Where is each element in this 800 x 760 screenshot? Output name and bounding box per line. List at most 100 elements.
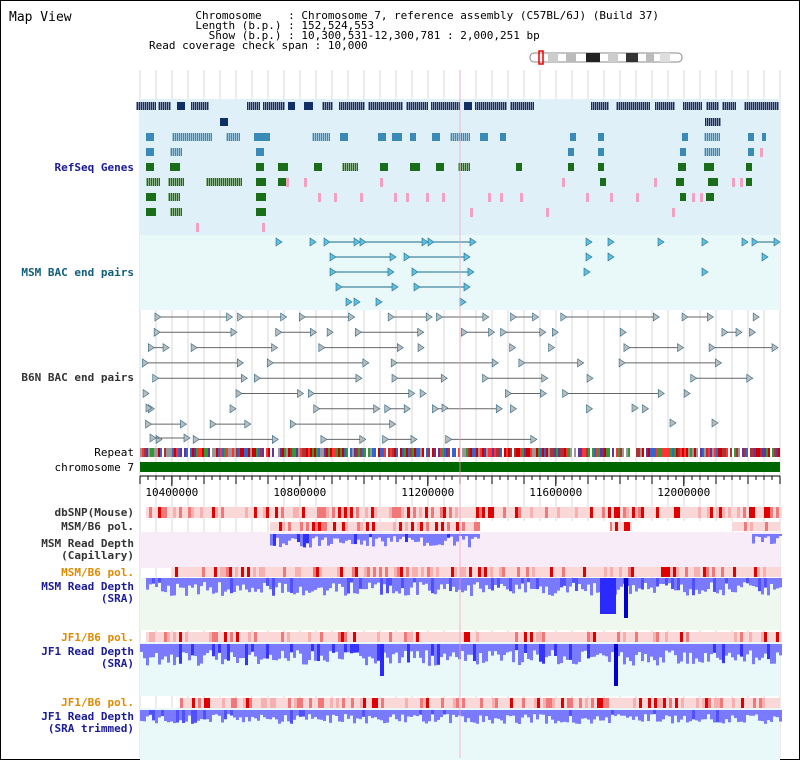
- repeat-element: [680, 448, 682, 457]
- jf1-pol2-heat: [393, 698, 396, 708]
- bac-end-marker: [145, 419, 153, 429]
- refseq-gene: [146, 193, 156, 201]
- bac-end-marker: [183, 433, 191, 443]
- jf1-sra-depth: [272, 644, 275, 661]
- dbsnp-heat: [437, 507, 440, 518]
- jf1-pol-heat: [191, 632, 194, 642]
- dbsnp-heat: [473, 507, 476, 518]
- msm-cap-depth: [387, 534, 390, 538]
- jf1-trim-depth: [554, 710, 557, 724]
- msm-pol2-heat: [187, 567, 190, 577]
- repeat-element: [622, 448, 624, 457]
- dbsnp-heat: [692, 507, 695, 518]
- refseq-gene-hatch: [616, 102, 650, 110]
- jf1-trim-depth: [143, 710, 146, 722]
- dbsnp-heat: [170, 507, 173, 518]
- jf1-sra-depth: [467, 644, 470, 655]
- jf1-trim-depth: [236, 710, 239, 721]
- msm-pol2-heat: [310, 567, 313, 577]
- msm-pol2-heat: [376, 567, 379, 577]
- jf1-pol-heat: [416, 632, 419, 642]
- b6n-bac-track[interactable]: [142, 312, 779, 444]
- jf1-pol-heat: [179, 632, 182, 642]
- jf1-pol2-heat: [534, 698, 537, 708]
- msm-cap-depth: [465, 534, 468, 537]
- jf1-pol2-heat: [648, 698, 651, 708]
- msm-pol2-heat: [226, 567, 229, 577]
- axis-tick-label: 11200000: [401, 486, 454, 499]
- dbsnp-heat: [215, 507, 218, 518]
- repeat-element: [318, 448, 320, 457]
- jf1-sra-depth: [434, 644, 437, 666]
- msm-pol-heat: [762, 522, 765, 531]
- repeat-element: [492, 448, 494, 457]
- msm-pol2-heat: [268, 567, 271, 577]
- dbsnp-heat: [689, 507, 692, 518]
- dbsnp-heat: [548, 507, 551, 518]
- jf1-pol2-heat: [204, 698, 207, 708]
- repeat-element: [338, 448, 340, 457]
- jf1-pol2-heat: [771, 698, 774, 708]
- dbsnp-heat: [230, 507, 233, 518]
- bac-end-marker: [749, 327, 756, 337]
- jf1-pol2-heat: [687, 698, 690, 708]
- msm-pol2-heat: [247, 567, 250, 577]
- refseq-gene: [570, 133, 576, 141]
- repeat-element: [196, 448, 198, 457]
- jf1-trim-depth: [383, 710, 386, 724]
- jf1-pol-heat: [230, 632, 233, 642]
- dbsnp-heat: [737, 507, 740, 518]
- bac-end-marker: [309, 237, 317, 247]
- msm-sra-depth: [548, 578, 551, 595]
- jf1-sra-depth: [386, 644, 389, 658]
- repeat-element: [648, 448, 650, 457]
- jf1-sra-depth: [512, 644, 515, 663]
- jf1-trim-depth: [401, 710, 404, 715]
- repeat-element: [304, 448, 306, 457]
- repeat-element: [172, 448, 174, 457]
- jf1-pol-heat: [770, 632, 773, 642]
- label-msm-pol2: MSM/B6 pol.: [61, 566, 134, 579]
- refseq-gene: [380, 163, 388, 171]
- jf1-trim-depth: [431, 710, 434, 715]
- msm-bac-track[interactable]: [275, 237, 781, 307]
- msm-sra-depth: [506, 578, 509, 590]
- jf1-pol-heat: [293, 632, 296, 642]
- msm-pol2-heat: [184, 567, 187, 577]
- msm-pol2-heat: [727, 567, 730, 577]
- jf1-pol2-heat: [561, 698, 564, 708]
- refseq-gene-pink: [740, 178, 743, 187]
- refseq-gene-hatch: [136, 102, 156, 110]
- jf1-sra-depth: [362, 644, 365, 659]
- msm-pol2-heat: [484, 567, 487, 577]
- repeat-element: [772, 448, 774, 457]
- jf1-pol2-heat: [711, 698, 714, 708]
- repeat-element: [594, 448, 596, 457]
- chromosome-ideogram-icon[interactable]: [529, 50, 683, 65]
- jf1-sra-depth: [296, 644, 299, 651]
- repeat-element: [556, 448, 558, 457]
- msm-sra-depth: [581, 578, 584, 590]
- jf1-pol2-heat: [555, 698, 558, 708]
- msm-sra-depth: [629, 578, 632, 594]
- refseq-gene: [746, 163, 752, 171]
- repeat-element: [524, 448, 526, 457]
- msm-pol-heat: [381, 522, 384, 531]
- bac-end-marker: [539, 327, 547, 337]
- jf1-pol-heat: [473, 632, 476, 642]
- jf1-pol-heat: [746, 632, 749, 642]
- msm-pol2-heat: [397, 567, 400, 577]
- repeat-element: [506, 448, 508, 457]
- jf1-trim-depth: [344, 710, 347, 715]
- msm-pol2-heat: [715, 567, 718, 577]
- refseq-genes-track[interactable]: [136, 102, 779, 232]
- repeat-element: [142, 448, 144, 457]
- jf1-pol2-heat: [414, 698, 417, 708]
- msm-cap-depth: [330, 534, 333, 544]
- jf1-trim-depth: [473, 710, 476, 723]
- jf1-trim-depth: [494, 710, 497, 719]
- msm-pol-heat: [417, 522, 420, 531]
- msm-pol2-heat: [292, 567, 295, 577]
- jf1-sra-depth: [257, 644, 260, 664]
